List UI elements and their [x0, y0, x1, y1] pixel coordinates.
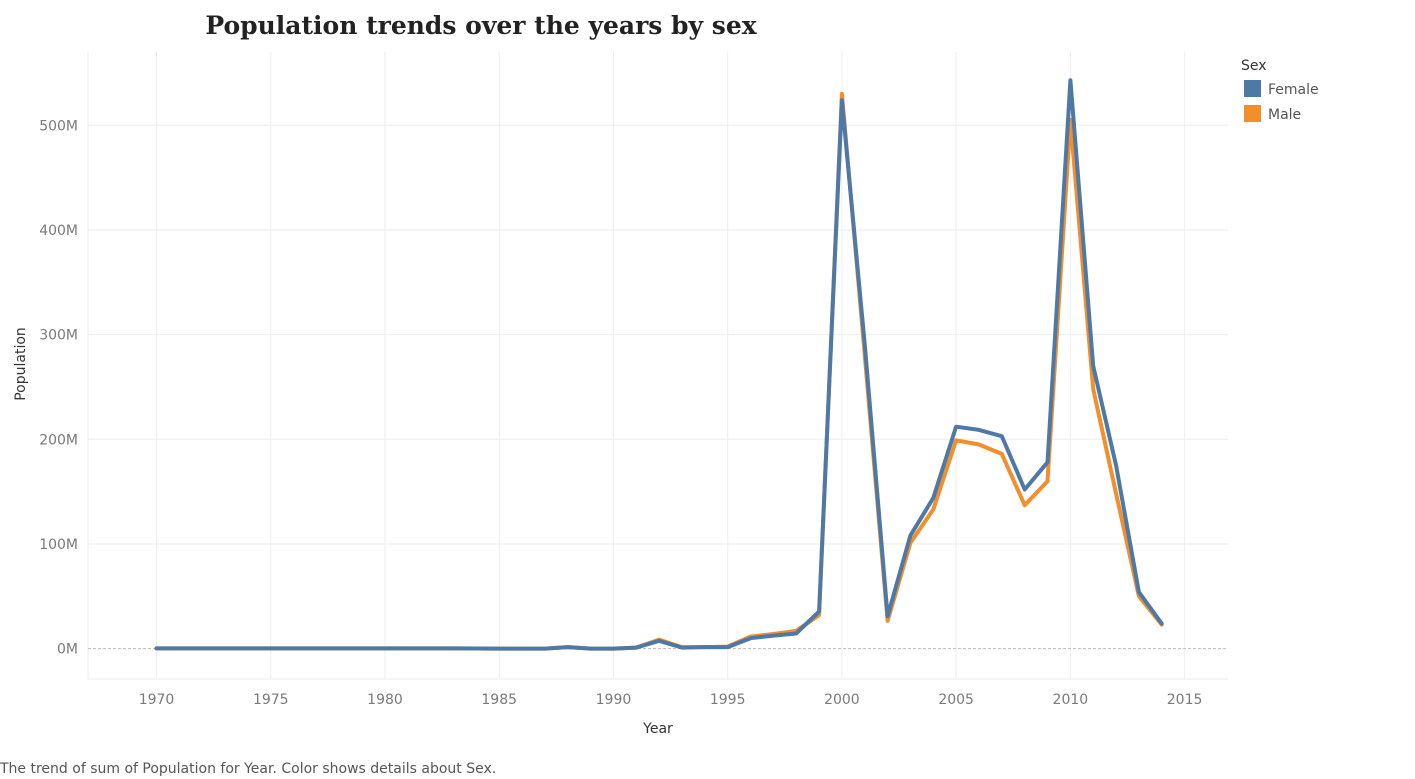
y-axis-ticks: 0M 100M 200M 300M 400M 500M	[39, 118, 78, 657]
series-layer	[154, 78, 1164, 651]
x-tick-label: 1985	[481, 692, 517, 708]
y-tick-label: 0M	[57, 642, 78, 658]
legend-label-male: Male	[1268, 107, 1301, 123]
legend-title: Sex	[1241, 58, 1267, 74]
x-tick-label: 1970	[139, 692, 175, 708]
legend-swatch-female	[1244, 80, 1261, 97]
x-axis-label: Year	[642, 721, 673, 737]
y-tick-label: 200M	[39, 432, 78, 448]
legend-label-female: Female	[1268, 82, 1319, 98]
legend-swatch-male	[1244, 105, 1261, 122]
chart-title: Population trends over the years by sex	[205, 11, 757, 40]
y-tick-label: 400M	[39, 223, 78, 239]
x-tick-label: 1975	[253, 692, 289, 708]
chart-caption: The trend of sum of Population for Year.…	[0, 761, 496, 777]
x-tick-label: 1980	[367, 692, 403, 708]
y-tick-label: 100M	[39, 537, 78, 553]
legend: Sex Female Male	[1241, 58, 1319, 123]
grid-lines	[87, 52, 1228, 680]
series-line-female	[154, 78, 1164, 651]
legend-items: Female Male	[1244, 80, 1319, 123]
y-axis-label: Population	[13, 327, 29, 401]
x-tick-label: 1995	[710, 692, 746, 708]
x-tick-label: 2010	[1053, 692, 1089, 708]
x-axis-ticks: 1970 1975 1980 1985 1990 1995 2000 2005 2010 2015	[139, 692, 1203, 708]
y-tick-label: 500M	[39, 118, 78, 134]
x-tick-label: 1990	[596, 692, 632, 708]
x-tick-label: 2000	[824, 692, 860, 708]
y-tick-label: 300M	[39, 328, 78, 344]
x-tick-label: 2015	[1167, 692, 1203, 708]
series-line-male	[154, 91, 1164, 651]
x-tick-label: 2005	[938, 692, 974, 708]
